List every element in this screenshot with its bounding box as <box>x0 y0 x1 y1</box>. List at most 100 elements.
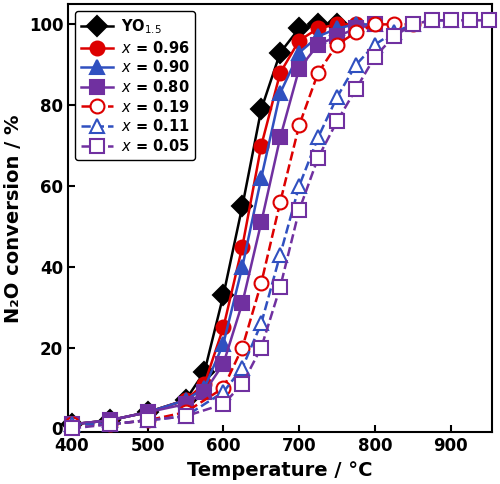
$x$ = 0.19 <box>315 70 321 76</box>
$x$ = 0.05 <box>466 17 472 23</box>
$x$ = 0.90 <box>69 422 75 427</box>
$x$ = 0.05 <box>428 17 434 23</box>
$x$ = 0.11 <box>334 94 340 100</box>
$x$ = 0.90 <box>334 26 340 31</box>
$x$ = 0.19 <box>296 122 302 128</box>
$x$ = 0.96 <box>258 143 264 149</box>
$x$ = 0.96 <box>353 21 359 27</box>
Line: $x$ = 0.80: $x$ = 0.80 <box>65 17 382 431</box>
Line: $x$ = 0.96: $x$ = 0.96 <box>65 17 363 431</box>
$x$ = 0.05 <box>296 207 302 213</box>
$x$ = 0.19 <box>277 199 283 205</box>
$x$ = 0.11 <box>315 135 321 140</box>
$x$ = 0.90 <box>144 409 150 415</box>
$x$ = 0.80 <box>258 219 264 225</box>
$x$ = 0.05 <box>258 345 264 350</box>
YO$_{1.5}$ <box>107 417 113 423</box>
$x$ = 0.19 <box>220 385 226 391</box>
$x$ = 0.05 <box>277 284 283 290</box>
$x$ = 0.96 <box>277 70 283 76</box>
$x$ = 0.90 <box>220 341 226 347</box>
Line: $x$ = 0.90: $x$ = 0.90 <box>65 17 382 431</box>
$x$ = 0.11 <box>448 17 454 23</box>
$x$ = 0.11 <box>296 183 302 189</box>
YO$_{1.5}$ <box>334 21 340 27</box>
YO$_{1.5}$ <box>220 292 226 298</box>
YO$_{1.5}$ <box>144 409 150 415</box>
$x$ = 0.11 <box>391 30 397 35</box>
$x$ = 0.19 <box>144 417 150 423</box>
$x$ = 0.05 <box>69 425 75 431</box>
YO$_{1.5}$ <box>315 21 321 27</box>
$x$ = 0.05 <box>448 17 454 23</box>
$x$ = 0.80 <box>277 135 283 140</box>
$x$ = 0.96 <box>144 409 150 415</box>
Legend: YO$_{1.5}$, $x$ = 0.96, $x$ = 0.90, $x$ = 0.80, $x$ = 0.19, $x$ = 0.11, $x$ = 0.: YO$_{1.5}$, $x$ = 0.96, $x$ = 0.90, $x$ … <box>76 12 196 160</box>
$x$ = 0.19 <box>240 345 246 350</box>
$x$ = 0.05 <box>410 21 416 27</box>
$x$ = 0.80 <box>202 389 207 395</box>
$x$ = 0.90 <box>107 417 113 423</box>
YO$_{1.5}$ <box>296 26 302 31</box>
$x$ = 0.19 <box>69 422 75 427</box>
$x$ = 0.80 <box>296 66 302 72</box>
$x$ = 0.05 <box>240 381 246 387</box>
$x$ = 0.19 <box>410 21 416 27</box>
$x$ = 0.80 <box>353 26 359 31</box>
$x$ = 0.80 <box>334 33 340 39</box>
$x$ = 0.05 <box>144 417 150 423</box>
$x$ = 0.05 <box>315 155 321 161</box>
$x$ = 0.05 <box>391 33 397 39</box>
$x$ = 0.80 <box>107 417 113 423</box>
YO$_{1.5}$ <box>182 397 188 403</box>
$x$ = 0.05 <box>334 119 340 124</box>
$x$ = 0.11 <box>144 417 150 423</box>
Y-axis label: N₂O conversion / %: N₂O conversion / % <box>4 114 23 322</box>
YO$_{1.5}$ <box>202 369 207 375</box>
$x$ = 0.96 <box>69 422 75 427</box>
$x$ = 0.05 <box>353 86 359 92</box>
$x$ = 0.19 <box>258 280 264 286</box>
$x$ = 0.11 <box>69 422 75 427</box>
$x$ = 0.11 <box>428 17 434 23</box>
$x$ = 0.05 <box>486 17 492 23</box>
$x$ = 0.05 <box>182 413 188 419</box>
$x$ = 0.80 <box>372 21 378 27</box>
$x$ = 0.90 <box>296 50 302 56</box>
$x$ = 0.80 <box>144 409 150 415</box>
$x$ = 0.11 <box>410 21 416 27</box>
$x$ = 0.96 <box>240 243 246 249</box>
$x$ = 0.11 <box>107 422 113 427</box>
$x$ = 0.90 <box>202 385 207 391</box>
$x$ = 0.19 <box>353 30 359 35</box>
$x$ = 0.80 <box>220 361 226 367</box>
$x$ = 0.19 <box>372 21 378 27</box>
$x$ = 0.90 <box>182 397 188 403</box>
YO$_{1.5}$ <box>258 106 264 112</box>
$x$ = 0.90 <box>315 33 321 39</box>
$x$ = 0.96 <box>107 417 113 423</box>
YO$_{1.5}$ <box>277 50 283 56</box>
X-axis label: Temperature / °C: Temperature / °C <box>188 461 373 480</box>
$x$ = 0.05 <box>107 422 113 427</box>
$x$ = 0.11 <box>353 62 359 68</box>
Line: YO$_{1.5}$: YO$_{1.5}$ <box>65 17 344 431</box>
$x$ = 0.96 <box>220 324 226 330</box>
$x$ = 0.90 <box>277 90 283 96</box>
$x$ = 0.80 <box>315 42 321 47</box>
$x$ = 0.96 <box>296 38 302 44</box>
$x$ = 0.90 <box>258 175 264 181</box>
$x$ = 0.96 <box>202 381 207 387</box>
$x$ = 0.80 <box>69 422 75 427</box>
$x$ = 0.96 <box>182 397 188 403</box>
$x$ = 0.11 <box>372 42 378 47</box>
$x$ = 0.19 <box>334 42 340 47</box>
$x$ = 0.19 <box>182 409 188 415</box>
$x$ = 0.80 <box>240 300 246 306</box>
Line: $x$ = 0.19: $x$ = 0.19 <box>65 17 420 431</box>
$x$ = 0.19 <box>391 21 397 27</box>
$x$ = 0.11 <box>258 320 264 326</box>
Line: $x$ = 0.05: $x$ = 0.05 <box>65 14 496 435</box>
$x$ = 0.90 <box>353 21 359 27</box>
$x$ = 0.96 <box>334 21 340 27</box>
